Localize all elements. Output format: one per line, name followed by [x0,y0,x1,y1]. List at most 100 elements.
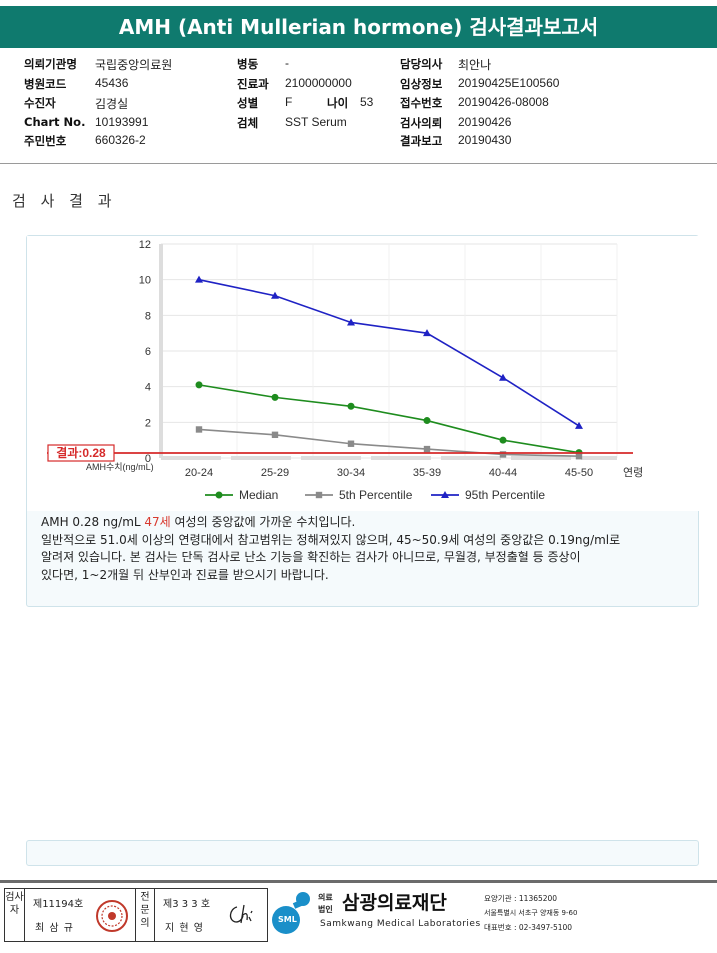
specialist-signature-icon [229,904,253,924]
y-tick-label-4: 8 [145,310,151,322]
series-2-point-4 [499,373,507,381]
signature-box: 검사자 제11194호 최 삼 규 전문의 제3 3 3 호 지 현 영 [4,888,268,942]
examiner-label: 검사자 [5,889,25,941]
patient-label: 수진자 [24,96,56,110]
x-tick-label-2: 30-34 [337,467,365,479]
x-tick-label-5: 45-50 [565,467,593,479]
patient-value: 김경실 [95,97,129,111]
specialist-name: 지 현 영 [165,923,204,934]
y-tick-label-0: 0 [145,453,151,465]
result-label-box [47,444,115,462]
doctor-value: 최안나 [458,58,492,72]
age-value: 53 [360,95,374,109]
report-title: AMH (Anti Mullerian hormone) 검사결과보고서 [0,6,717,48]
legend-label-0: Median [239,488,278,502]
dept-value: 2100000000 [285,76,352,90]
hospital-code-value: 45436 [95,76,129,90]
y-tick-label-1: 2 [145,417,151,429]
series-0-point-3 [423,417,431,425]
series-1-point-3 [423,445,431,453]
series-2-point-0 [195,275,203,283]
examiner-name: 최 삼 규 [35,923,74,934]
y-tick-label-3: 6 [145,346,151,358]
notes-box [26,840,699,866]
y-tick-label-2: 4 [145,382,151,394]
org-type-2: 법인 [318,905,333,914]
series-2-point-5 [575,421,583,429]
description-line-3: 알려져 있습니다. 본 검사는 단독 검사로 난소 기능을 확진하는 검사가 아… [41,550,581,564]
reported-value: 20190430 [458,133,512,147]
ward-value: - [285,56,289,70]
series-2-point-1 [271,291,279,299]
series-line-2 [198,278,580,427]
org-phone: 대표번호 : 02-3497-5100 [484,923,573,932]
sex-label: 성별 [237,96,259,110]
series-1-point-2 [347,440,355,447]
series-line-1 [198,428,580,458]
description-line-4: 있다면, 1~2개월 뒤 산부인과 진료를 받으시기 바랍니다. [41,567,329,582]
x-tick-label-0: 20-24 [185,467,213,479]
sml-logo-icon [272,892,310,934]
org-code: 요양기관 : 11365200 [484,894,558,903]
description-line-1-rest: 여성의 중앙값에 가까운 수치입니다. [170,515,356,529]
result-description: AMH 0.28 ng/mL 47세 여성의 중앙값에 가까운 수치입니다. 일… [41,514,701,584]
amh-value-text: AMH 0.28 ng/mL [41,515,145,529]
requested-label: 검사의뢰 [400,116,443,130]
y-axis-label: AMH수치(ng/mL) [86,461,154,472]
legend-label-2: 95th Percentile [465,488,545,502]
series-1-point-0 [195,426,203,433]
org-address: 서울특별시 서초구 양재동 9-60 [484,909,578,917]
section-title: 검 사 결 과 [12,192,117,210]
institution-value: 국립중앙의료원 [95,58,173,72]
series-2-point-2 [347,318,355,326]
dept-label: 진료과 [237,77,269,91]
y-tick-label-6: 12 [139,239,151,251]
specialist-license: 제3 3 3 호 [163,899,211,910]
description-line-1: AMH 0.28 ng/mL 47세 여성의 중앙값에 가까운 수치입니다. [41,514,701,532]
series-line-0 [198,384,580,454]
legend-marker-2 [441,491,449,498]
patient-info-panel: 의뢰기관명 국립중앙의료원 병원코드 45436 수진자 김경실 Chart N… [0,52,717,164]
receipt-no-value: 20190426-08008 [458,95,549,109]
series-1-point-4 [499,451,507,458]
x-axis-label: 연령 [623,466,643,479]
examiner-license: 제11194호 [33,899,84,910]
series-2-point-3 [423,329,431,337]
doctor-label: 담당의사 [400,57,443,71]
chart-no-value: 10193991 [95,115,149,129]
clinical-info-value: 20190425E100560 [458,76,560,90]
x-tick-label-3: 35-39 [413,467,441,479]
chart-no-label: Chart No. [24,115,86,129]
series-1-point-5 [575,453,583,460]
amh-chart-svg: 0 2 4 6 8 10 12 20-24 25-29 30-34 35-39 40-44 45-50 연… [47,239,643,502]
hospital-code-label: 병원코드 [24,77,67,91]
org-name: 삼광의료재단 [342,892,447,914]
series-0-point-2 [347,402,355,410]
reported-label: 결과보고 [400,134,443,148]
legend-label-1: 5th Percentile [339,488,413,502]
result-label: 결과:0.28 [56,445,106,460]
clinical-info-label: 임상정보 [400,77,443,91]
series-0-point-0 [195,381,203,389]
series-0-point-4 [499,436,507,444]
sml-badge: SML [278,915,297,924]
x-tick-label-1: 25-29 [261,467,289,479]
org-type-1: 의료 [318,893,333,902]
resident-no-value: 660326-2 [95,133,146,147]
age-label: 나이 [327,96,349,110]
result-panel: 0 2 4 6 8 10 12 20-24 25-29 30-34 35-39 40-44 45-50 연… [26,235,701,607]
footer-divider [0,880,717,883]
x-tick-label-4: 40-44 [489,467,517,479]
series-0-point-1 [271,393,279,401]
sex-value: F [285,95,293,109]
legend-marker-1 [315,491,323,499]
description-line-2: 일반적으로 51.0세 이상의 연령대에서 참고범위는 정해져있지 않으며, 4… [41,532,621,547]
receipt-no-label: 접수번호 [400,96,443,110]
specialist-label: 전문의 [135,889,155,941]
resident-no-label: 주민번호 [24,134,67,148]
legend-marker-0 [215,491,223,499]
org-name-en: Samkwang Medical Laboratories [320,919,481,929]
age-highlight: 47세 [144,515,171,529]
specimen-label: 검체 [237,116,259,130]
y-tick-label-5: 10 [139,275,151,287]
